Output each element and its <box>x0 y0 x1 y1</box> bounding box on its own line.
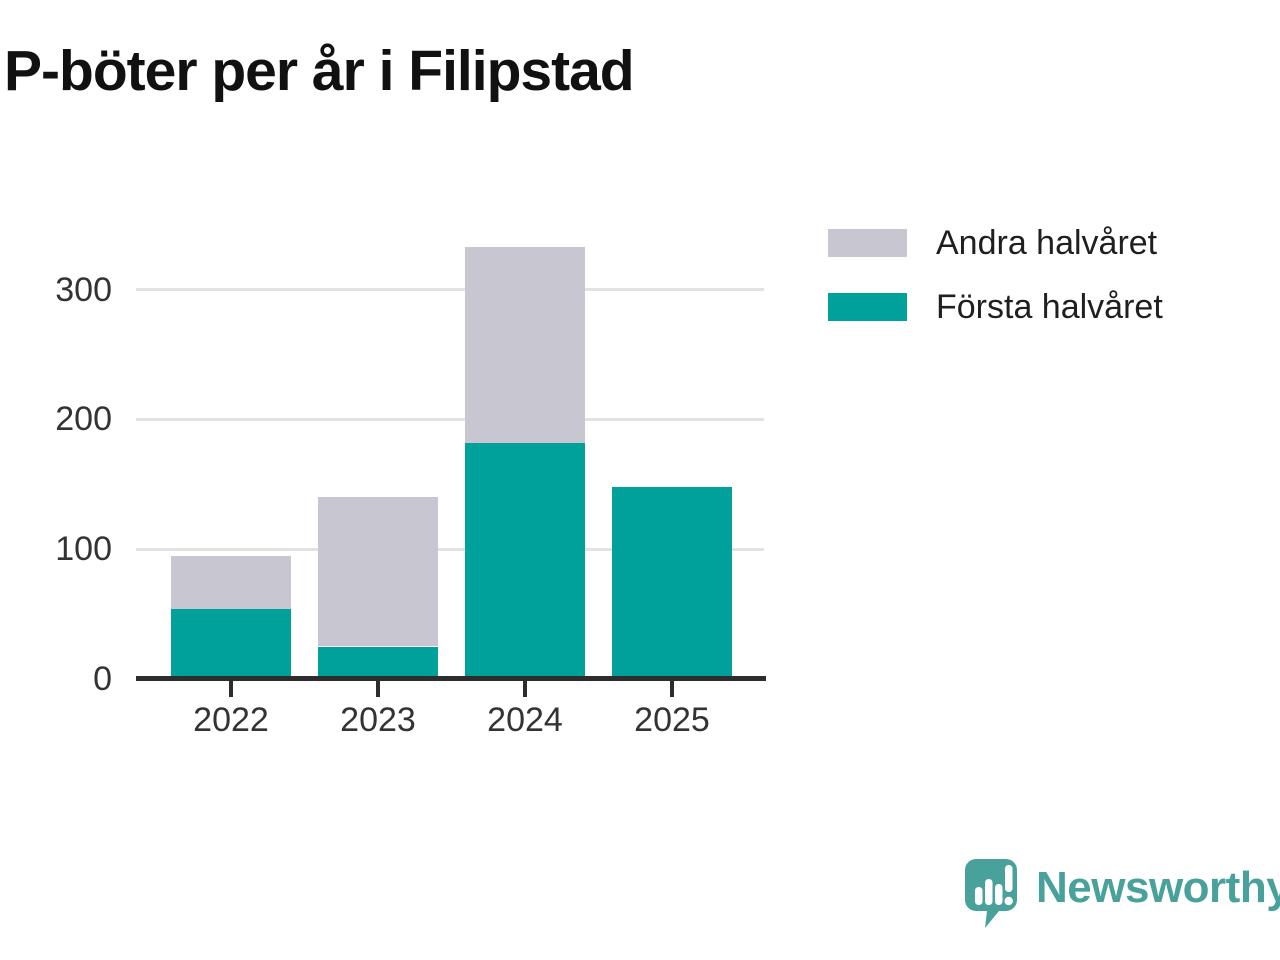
x-axis-label-2022: 2022 <box>193 701 269 739</box>
x-axis-label-2024: 2024 <box>487 701 563 739</box>
y-axis-tick-label: 300 <box>55 271 112 309</box>
y-axis-tick-label: 200 <box>55 400 112 438</box>
x-axis-label-2023: 2023 <box>340 701 416 739</box>
gridline-300 <box>136 288 764 291</box>
legend-swatch-0 <box>828 229 907 257</box>
legend-swatch-1 <box>828 293 907 321</box>
legend-item-0: Andra halvåret <box>828 226 1163 260</box>
legend-item-1: Första halvåret <box>828 290 1163 324</box>
bar-2024-first-half <box>465 443 585 679</box>
legend-label-0: Andra halvåret <box>936 224 1158 262</box>
bar-2022-second-half <box>171 556 291 609</box>
bar-2025-first-half <box>612 487 732 679</box>
y-axis-tick-label: 0 <box>93 660 112 698</box>
bar-2022-first-half <box>171 609 291 679</box>
brand-wordmark: Newsworthy <box>1036 863 1280 912</box>
newsworthy-logo-icon <box>965 859 1017 928</box>
brand-footer: Newsworthy <box>963 857 1280 931</box>
x-axis-tick-2024 <box>523 681 527 697</box>
x-axis-line <box>136 676 766 681</box>
gridline-100 <box>136 548 764 551</box>
x-axis-tick-2023 <box>376 681 380 697</box>
x-axis-label-2025: 2025 <box>634 701 710 739</box>
x-axis-tick-2025 <box>670 681 674 697</box>
x-axis-tick-2022 <box>229 681 233 697</box>
bar-2023-first-half <box>318 647 438 679</box>
bar-2024-second-half <box>465 247 585 443</box>
gridline-200 <box>136 418 764 421</box>
legend-label-1: Första halvåret <box>936 288 1163 326</box>
legend: Andra halvåret Första halvåret <box>828 226 1163 354</box>
y-axis-tick-label: 100 <box>55 530 112 568</box>
chart-title: P-böter per år i Filipstad <box>4 39 635 103</box>
bar-2023-second-half <box>318 497 438 646</box>
